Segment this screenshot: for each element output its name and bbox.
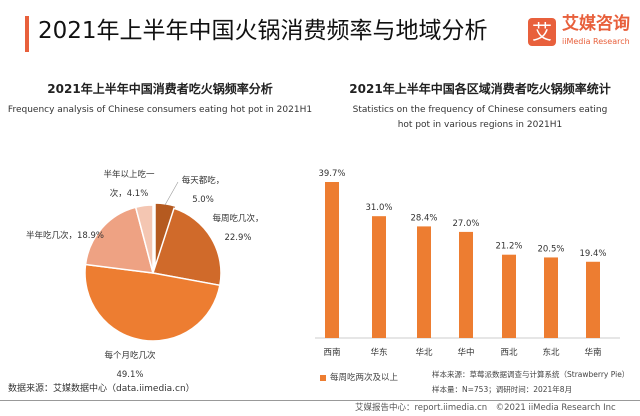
pie-label-halfyear: 半年吃几次，18.9% [25,231,104,241]
bar-value-label: 31.0% [365,203,392,213]
bar-value-label: 19.4% [579,249,606,259]
x-tick-label: 西南 [323,347,340,358]
bar-东北 [544,257,558,338]
logo-mark: 艾 [528,18,556,46]
bar-西南 [325,182,339,338]
sample-source: 样本来源：草莓派数据调查与计算系统（Strawberry Pie） [432,370,630,379]
footer-divider [0,400,640,401]
x-tick-label: 华中 [457,347,474,358]
x-tick-label: 西北 [500,348,518,358]
pie-slice-1 [152,207,222,287]
data-source: 数据来源：艾媒数据中心（data.iimedia.cn） [8,384,195,394]
page-title: 2021年上半年中国火锅消费频率与地域分析 [38,18,488,44]
pie-slice-3 [84,206,155,274]
x-tick-label: 华北 [415,347,433,358]
bar-subtitle: Statistics on the frequency of Chinese c… [352,105,608,130]
pie-slice-2 [84,263,221,342]
footer: 艾媒报告中心：report.iimedia.cn ©2021 iiMedia R… [355,403,616,413]
x-tick-label: 华南 [584,347,601,358]
bar-chart: 39.7% 西南 31.0% 华东 28.4% 华北 27.0% 华中 21.2% 西北 20.5%… [315,169,620,358]
legend-label: 每周吃两次及以上 [330,373,399,383]
pie-leader-line [164,181,179,206]
pie-slice-4 [134,204,154,274]
bar-value-label: 27.0% [452,219,479,229]
legend-swatch [320,375,326,381]
x-tick-label: 华东 [370,347,387,358]
bar-华北 [417,226,431,338]
bar-value-label: 39.7% [318,169,345,179]
pie-label-weekly: 每周吃几次， 22.9% [212,214,264,243]
bar-value-label: 28.4% [410,213,437,223]
pie-label-daily: 每天都吃， 5.0% [181,176,225,205]
pie-chart [84,181,222,342]
pie-label-over-halfyear: 半年以上吃一 次，4.1% [103,170,155,199]
bar-西北 [502,254,516,338]
bar-华东 [372,216,386,338]
pie-label-monthly: 每个月吃几次 49.1% [104,351,156,380]
bar-华中 [459,231,473,338]
title-accent-bar [25,16,29,52]
pie-title: 2021年上半年中国消费者吃火锅频率分析 [47,82,273,96]
bar-华南 [586,261,600,338]
sample-size: 样本量：N=753；调研时间：2021年8月 [432,385,573,394]
bar-title: 2021年上半年中国各区域消费者吃火锅频率统计 [349,82,611,96]
pie-subtitle: Frequency analysis of Chinese consumers … [7,105,313,115]
bar-value-label: 20.5% [537,244,564,254]
x-tick-label: 东北 [542,347,560,358]
logo-text-cn: 艾媒咨询 [562,14,630,34]
logo-text-en: iiMedia Research [562,37,630,46]
bar-value-label: 21.2% [495,242,522,252]
